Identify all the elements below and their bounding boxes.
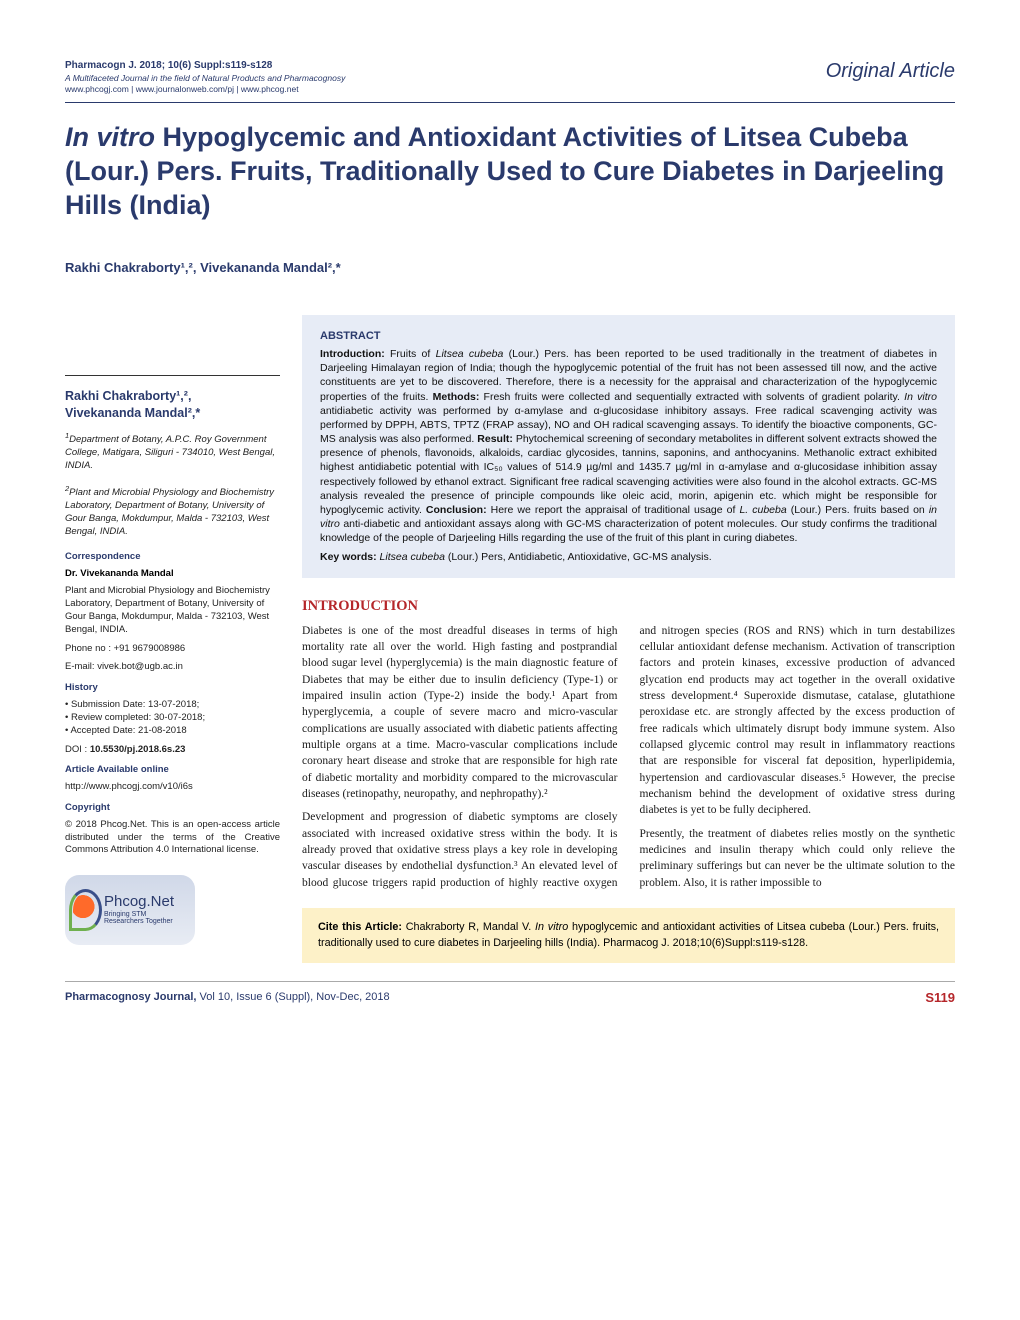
history-item: Accepted Date: 21-08-2018	[65, 725, 280, 738]
article-type: Original Article	[826, 60, 955, 83]
history-head: History	[65, 682, 280, 695]
sidebar: Rakhi Chakraborty¹,², Vivekananda Mandal…	[65, 315, 280, 962]
content-column: ABSTRACT Introduction: Fruits of Litsea …	[302, 315, 955, 962]
copyright-text: © 2018 Phcog.Net. This is an open-access…	[65, 819, 280, 857]
doi-label: DOI :	[65, 744, 90, 755]
journal-ref: Pharmacogn J. 2018; 10(6) Suppl:s119-s12…	[65, 60, 345, 71]
affiliation-1: 1Department of Botany, A.P.C. Roy Govern…	[65, 431, 280, 473]
intro-p1: Diabetes is one of the most dreadful dis…	[302, 623, 618, 803]
keywords-label: Key words:	[320, 551, 377, 563]
available-url: http://www.phcogj.com/v10/i6s	[65, 781, 280, 794]
footer-issue: Vol 10, Issue 6 (Suppl), Nov-Dec, 2018	[196, 991, 389, 1003]
affil-1-text: Department of Botany, A.P.C. Roy Governm…	[65, 434, 275, 471]
article-title: In vitro Hypoglycemic and Antioxidant Ac…	[65, 121, 955, 222]
cite-box: Cite this Article: Chakraborty R, Mandal…	[302, 908, 955, 962]
introduction-head: INTRODUCTION	[302, 598, 955, 615]
abstract-body: Introduction: Fruits of Litsea cubeba (L…	[320, 347, 937, 545]
cite-label: Cite this Article:	[318, 921, 402, 933]
copyright-head: Copyright	[65, 802, 280, 815]
journal-urls: www.phcogj.com | www.journalonweb.com/pj…	[65, 84, 345, 94]
page-footer: Pharmacognosy Journal, Vol 10, Issue 6 (…	[65, 981, 955, 1005]
sidebar-author-2: Vivekananda Mandal²,*	[65, 406, 200, 420]
correspondence-name: Dr. Vivekananda Mandal	[65, 568, 280, 581]
phcog-logo: Phcog.Net Bringing STM Researchers Toget…	[65, 875, 195, 945]
title-rest: Hypoglycemic and Antioxidant Activities …	[65, 122, 944, 220]
email-line: E-mail: vivek.bot@ugb.ac.in	[65, 661, 280, 674]
correspondence-head: Correspondence	[65, 551, 280, 564]
sidebar-rule	[65, 375, 280, 376]
footer-page-number: S119	[925, 990, 955, 1005]
keywords-text: Litsea cubeba (Lour.) Pers, Antidiabetic…	[377, 551, 712, 563]
doi-line: DOI : 10.5530/pj.2018.6s.23	[65, 744, 280, 757]
logo-main: Phcog.Net	[104, 894, 187, 911]
history-item: Submission Date: 13-07-2018;	[65, 699, 280, 712]
history-list: Submission Date: 13-07-2018; Review comp…	[65, 699, 280, 737]
footer-journal-name: Pharmacognosy Journal,	[65, 991, 196, 1003]
logo-tagline: Bringing STM Researchers Together	[104, 911, 187, 926]
intro-p3: Presently, the treatment of diabetes rel…	[640, 826, 956, 891]
sidebar-author-1: Rakhi Chakraborty¹,²,	[65, 389, 191, 403]
abstract-head: ABSTRACT	[320, 329, 937, 344]
introduction-body: Diabetes is one of the most dreadful dis…	[302, 623, 955, 895]
authors-line: Rakhi Chakraborty¹,², Vivekananda Mandal…	[65, 260, 955, 275]
history-item: Review completed: 30-07-2018;	[65, 712, 280, 725]
keywords-line: Key words: Litsea cubeba (Lour.) Pers, A…	[320, 550, 937, 564]
footer-journal: Pharmacognosy Journal, Vol 10, Issue 6 (…	[65, 991, 390, 1003]
sidebar-authors: Rakhi Chakraborty¹,², Vivekananda Mandal…	[65, 388, 280, 421]
doi-value: 10.5530/pj.2018.6s.23	[90, 744, 186, 755]
cite-text: Chakraborty R, Mandal V. In vitro hypogl…	[318, 921, 939, 948]
available-head: Article Available online	[65, 764, 280, 777]
page-header: Pharmacogn J. 2018; 10(6) Suppl:s119-s12…	[65, 60, 955, 103]
phone-line: Phone no : +91 9679008986	[65, 643, 280, 656]
journal-tagline: A Multifaceted Journal in the field of N…	[65, 73, 345, 83]
journal-meta: Pharmacogn J. 2018; 10(6) Suppl:s119-s12…	[65, 60, 345, 94]
affiliation-2: 2Plant and Microbial Physiology and Bioc…	[65, 484, 280, 538]
main-area: Rakhi Chakraborty¹,², Vivekananda Mandal…	[65, 315, 955, 962]
logo-text: Phcog.Net Bringing STM Researchers Toget…	[104, 894, 187, 926]
correspondence-address: Plant and Microbial Physiology and Bioch…	[65, 585, 280, 636]
logo-swirl-icon	[73, 893, 98, 927]
title-italic-prefix: In vitro	[65, 122, 155, 152]
abstract-box: ABSTRACT Introduction: Fruits of Litsea …	[302, 315, 955, 577]
affil-2-text: Plant and Microbial Physiology and Bioch…	[65, 488, 274, 537]
